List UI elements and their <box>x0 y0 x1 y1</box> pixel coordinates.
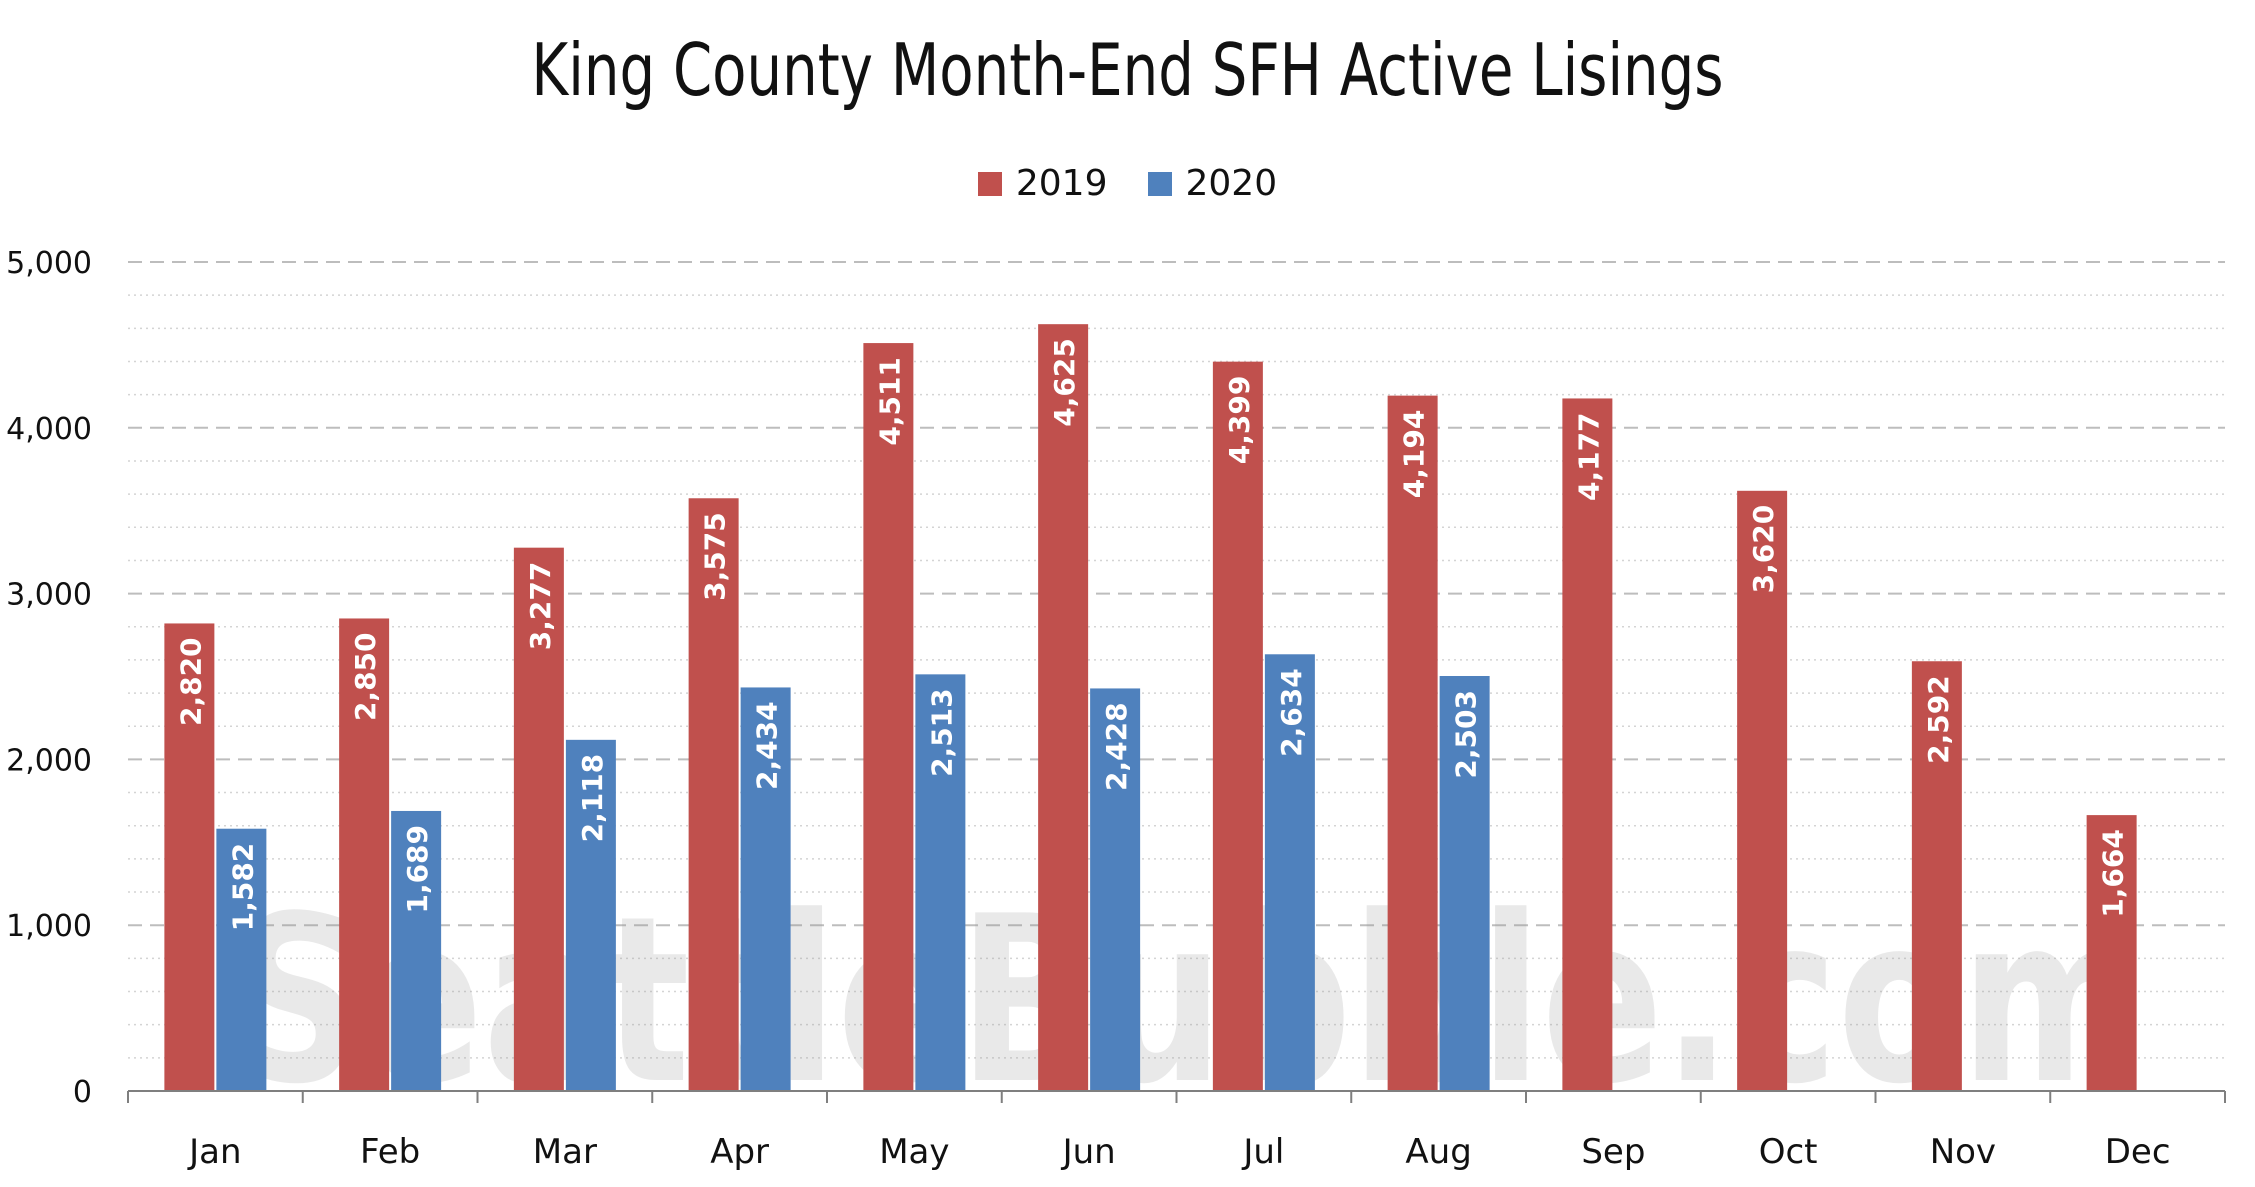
x-tick-label: Dec <box>2105 1132 2171 1172</box>
x-tick-label: Oct <box>1759 1132 1818 1172</box>
x-tick-label: Sep <box>1581 1132 1645 1172</box>
data-label-2019-aug: 4,194 <box>1398 410 1431 499</box>
x-tick-label: Apr <box>710 1132 769 1172</box>
bar-2020-aug <box>1439 676 1490 1091</box>
bar-2019-aug <box>1387 395 1438 1092</box>
y-tick-label: 1,000 <box>6 909 92 944</box>
bar-2019-jan <box>164 623 215 1091</box>
data-label-2020-aug: 2,503 <box>1450 690 1483 779</box>
data-label-2019-may: 4,511 <box>873 357 906 446</box>
data-label-2019-jun: 4,625 <box>1048 338 1081 427</box>
bar-2019-jun <box>1038 324 1089 1091</box>
data-label-2019-sep: 4,177 <box>1572 412 1605 501</box>
bar-2020-apr <box>740 687 791 1091</box>
data-label-2020-jun: 2,428 <box>1100 702 1133 791</box>
bar-2020-jan <box>216 828 267 1091</box>
data-label-2020-may: 2,513 <box>925 688 958 777</box>
y-tick-label: 3,000 <box>6 578 92 613</box>
x-tick-label: Mar <box>533 1132 597 1172</box>
bar-2019-jul <box>1212 361 1263 1091</box>
bar-2020-may <box>915 674 966 1091</box>
bar-2019-may <box>863 343 914 1092</box>
bar-2020-mar <box>565 739 616 1091</box>
data-label-2020-jan: 1,582 <box>226 843 259 932</box>
x-tick-label: Jun <box>1061 1132 1116 1172</box>
y-tick-label: 0 <box>73 1075 92 1110</box>
bar-2019-dec <box>2086 815 2137 1091</box>
data-label-2019-dec: 1,664 <box>2097 829 2130 918</box>
data-label-2020-mar: 2,118 <box>576 754 609 843</box>
bar-2019-oct <box>1737 490 1788 1092</box>
bar-2020-jul <box>1264 654 1315 1091</box>
data-label-2019-jul: 4,399 <box>1223 376 1256 465</box>
bar-2019-nov <box>1911 661 1962 1091</box>
x-tick-label: Jul <box>1241 1132 1284 1172</box>
legend-label: 2020 <box>1185 163 1278 204</box>
x-tick-label: Feb <box>360 1132 420 1172</box>
bar-2019-apr <box>688 498 739 1091</box>
y-tick-label: 5,000 <box>6 246 92 281</box>
legend-item-2020: 2020 <box>1147 163 1278 204</box>
x-tick-label: Jan <box>187 1132 241 1172</box>
data-label-2019-jan: 2,820 <box>174 637 207 726</box>
bar-2020-feb <box>391 810 442 1091</box>
data-label-2019-apr: 3,575 <box>699 512 732 601</box>
data-label-2020-apr: 2,434 <box>751 701 784 790</box>
legend: 2019 2020 <box>0 163 2255 204</box>
x-tick-label: Nov <box>1930 1132 1996 1172</box>
x-tick-label: Aug <box>1405 1132 1471 1172</box>
legend-label: 2019 <box>1015 163 1108 204</box>
data-label-2019-mar: 3,277 <box>524 562 557 651</box>
data-label-2019-oct: 3,620 <box>1747 505 1780 594</box>
bar-2019-mar <box>513 547 564 1091</box>
data-label-2019-feb: 2,850 <box>349 632 382 721</box>
data-label-2020-jul: 2,634 <box>1275 668 1308 757</box>
legend-swatch <box>1147 171 1172 196</box>
data-label-2020-feb: 1,689 <box>401 825 434 914</box>
bar-2019-sep <box>1562 398 1613 1092</box>
bar-2019-feb <box>339 618 390 1091</box>
y-tick-label: 2,000 <box>6 743 92 778</box>
y-tick-label: 4,000 <box>6 412 92 447</box>
data-label-2019-nov: 2,592 <box>1922 675 1955 764</box>
x-tick-label: May <box>879 1132 949 1172</box>
bar-2020-jun <box>1090 688 1141 1091</box>
legend-swatch <box>977 171 1002 196</box>
legend-item-2019: 2019 <box>977 163 1108 204</box>
chart-title: King County Month-End SFH Active Lisings <box>531 28 1724 112</box>
